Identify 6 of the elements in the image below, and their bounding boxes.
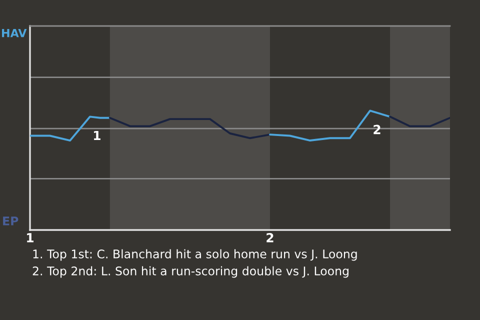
text: EP — [3, 216, 18, 226]
text: HAV — [2, 28, 27, 38]
annotation: 2 — [374, 124, 380, 134]
text: 1. Top 1st: C. Blanchard hit a solo home run vs J. Loong — [33, 249, 357, 261]
annotation: 1 — [94, 130, 100, 140]
text: 2. Top 2nd: L. Son hit a run-scoring double vs J. Loong — [32, 266, 348, 278]
